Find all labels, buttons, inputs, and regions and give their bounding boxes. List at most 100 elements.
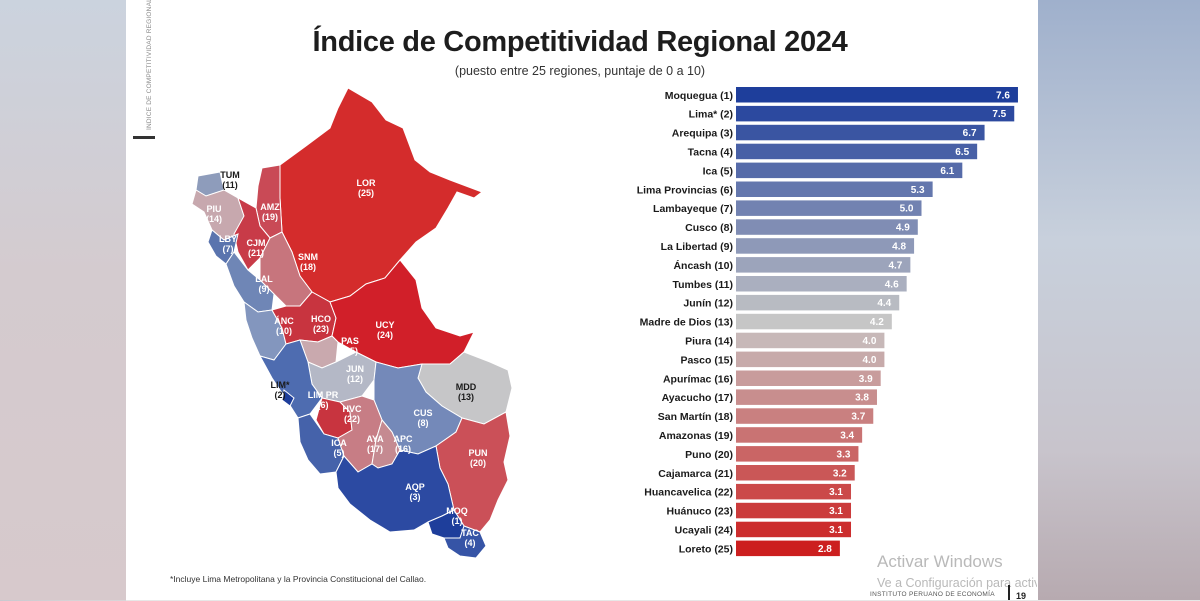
- map-region-code: ICA: [331, 438, 347, 448]
- map-region-code: AQP: [405, 482, 425, 492]
- bar: [736, 427, 863, 443]
- map-regions: [191, 87, 513, 559]
- bar-category-label: La Libertad (9): [661, 241, 733, 253]
- map-region-code: UCY: [375, 320, 394, 330]
- map-region-rank: (9): [259, 284, 270, 294]
- background-left: [0, 0, 126, 600]
- map-region-rank: (17): [367, 444, 383, 454]
- windows-activation-subtitle: Ve a Configuración para activar Windows.: [877, 576, 1037, 590]
- map-region-code: SNM: [298, 252, 318, 262]
- map-region-code: CJM: [246, 238, 265, 248]
- bar: [736, 332, 885, 349]
- map-region-tac: [443, 525, 487, 559]
- map-region-code: MDD: [456, 382, 477, 392]
- map-region-code: APC: [393, 434, 413, 444]
- bar-category-label: Loreto (25): [679, 543, 733, 555]
- map-region-rank: (24): [377, 330, 393, 340]
- bar: [736, 540, 840, 557]
- map-labels: TUM(11) PIU(14) AMZ(19) LOR(25) LBY(7) CJM(21…: [206, 170, 488, 548]
- bar: [736, 219, 918, 235]
- bar-value-label: 5.0: [900, 204, 914, 215]
- chart-subtitle: (puesto entre 25 regiones, puntaje de 0 …: [454, 64, 706, 78]
- bar-category-label: Ica (5): [703, 165, 733, 177]
- bar-category-label: Junín (12): [683, 298, 733, 310]
- bar-value-label: 4.7: [888, 260, 902, 271]
- bar: [736, 181, 933, 197]
- map-region-code: MOQ: [446, 506, 468, 516]
- bar-category-label: Cajamarca (21): [658, 468, 733, 480]
- map-region-limpr: [258, 339, 323, 419]
- bar-category-label: Pasco (15): [680, 354, 733, 366]
- bar-category-label: Ayacucho (17): [662, 392, 733, 404]
- map-region-code: PAS: [341, 336, 359, 346]
- peru-region-map: TUM(11) PIU(14) AMZ(19) LOR(25) LBY(7) CJM(21…: [191, 87, 513, 559]
- bar-value-label: 4.4: [877, 298, 891, 309]
- bar-value-label: 3.1: [829, 487, 843, 498]
- ranking-bar-chart: Moquegua (1) 7.6 Lima* (2) 7.5 Arequipa (3) 6…: [637, 87, 1018, 557]
- bar-category-label: Áncash (10): [673, 259, 733, 272]
- bar: [736, 483, 852, 500]
- map-region-rank: (15): [342, 346, 358, 356]
- bar: [736, 257, 911, 273]
- map-region-code: TAC: [461, 528, 479, 538]
- map-region-code: LOR: [357, 178, 376, 188]
- bar-value-label: 3.3: [837, 449, 851, 460]
- page-number: 19: [1016, 591, 1027, 601]
- bar-value-label: 6.1: [940, 166, 954, 177]
- map-region-rank: (1): [452, 516, 463, 526]
- map-region-rank: (21): [248, 248, 264, 258]
- bar: [736, 408, 874, 424]
- footnote: *Incluye Lima Metropolitana y la Provinc…: [170, 574, 427, 584]
- bar: [736, 238, 915, 254]
- map-region-cjm: [233, 196, 271, 271]
- bar-category-label: Lima Provincias (6): [637, 184, 733, 196]
- page-marker: [1008, 585, 1010, 600]
- map-region-code: LBY: [219, 234, 237, 244]
- bar-value-label: 4.0: [862, 336, 876, 347]
- bar-category-label: Lambayeque (7): [653, 203, 733, 215]
- map-region-rank: (8): [418, 418, 429, 428]
- bar-value-label: 6.7: [963, 128, 977, 139]
- bar-value-label: 4.6: [885, 279, 899, 290]
- bar: [736, 294, 900, 311]
- map-region-rank: (3): [410, 492, 421, 502]
- bar: [736, 162, 963, 179]
- map-region-code: CUS: [413, 408, 432, 418]
- map-region-rank: (16): [395, 444, 411, 454]
- map-region-code: JUN: [346, 364, 364, 374]
- map-region-ucy: [329, 259, 475, 369]
- bar: [736, 521, 852, 538]
- map-region-rank: (20): [470, 458, 486, 468]
- map-region-code: LIM PR: [308, 390, 339, 400]
- bar: [736, 276, 907, 292]
- bar-category-label: Huancavelica (22): [644, 487, 733, 499]
- bar: [736, 200, 922, 216]
- map-region-rank: (13): [458, 392, 474, 402]
- map-region-code: HCO: [311, 314, 331, 324]
- bar-value-label: 2.8: [818, 544, 832, 555]
- map-region-rank: (4): [465, 538, 476, 548]
- map-region-code: PIU: [206, 204, 221, 214]
- map-region-rank: (14): [206, 214, 222, 224]
- bar-category-label: Tacna (4): [688, 146, 733, 158]
- bar: [736, 87, 1018, 103]
- bar-value-label: 4.2: [870, 317, 884, 328]
- bar-category-label: Lima* (2): [689, 109, 733, 121]
- bar: [736, 389, 877, 405]
- bar: [736, 143, 978, 160]
- bar-value-label: 4.8: [892, 241, 906, 252]
- map-region-rank: (6): [318, 400, 329, 410]
- bar: [736, 105, 1015, 122]
- map-region-rank: (11): [222, 180, 238, 190]
- map-region-rank: (18): [300, 262, 316, 272]
- map-region-rank: (19): [262, 212, 278, 222]
- bar-category-label: Puno (20): [685, 449, 733, 461]
- bar-category-label: Arequipa (3): [672, 128, 733, 140]
- bar: [736, 351, 885, 368]
- bar-category-label: Piura (14): [685, 335, 733, 347]
- map-region-lim: [281, 389, 295, 407]
- bar-category-label: Cusco (8): [685, 222, 733, 234]
- background-right: [1038, 0, 1200, 600]
- bar: [736, 465, 855, 481]
- chart-title: Índice de Competitividad Regional 2024: [312, 26, 848, 58]
